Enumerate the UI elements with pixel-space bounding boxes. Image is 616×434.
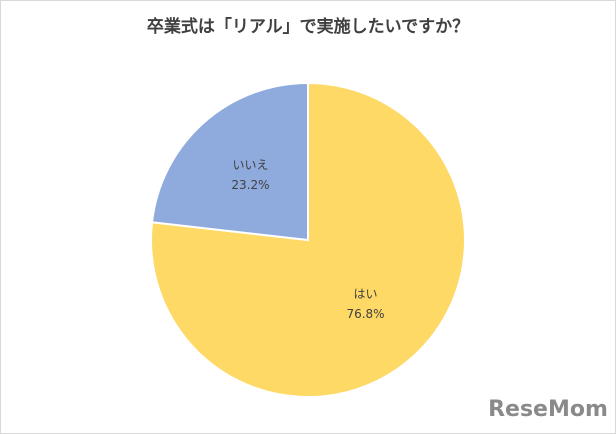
chart-title: 卒業式は「リアル」で実施したいですか？	[147, 16, 469, 37]
pie-slice	[150, 81, 309, 242]
watermark: ReseMom	[488, 397, 608, 422]
slice-category-label: いいえ	[232, 158, 268, 172]
slice-value-label: 23.2%	[231, 178, 269, 192]
slice-value-label: 76.8%	[346, 307, 384, 321]
slice-category-label: はい	[354, 287, 378, 301]
